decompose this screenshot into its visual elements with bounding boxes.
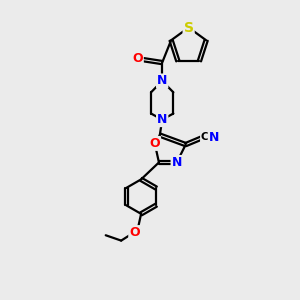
Text: O: O (129, 226, 140, 239)
Text: C: C (201, 132, 209, 142)
Text: O: O (149, 137, 160, 150)
Text: N: N (157, 113, 167, 126)
Text: N: N (157, 74, 167, 88)
Text: N: N (209, 131, 219, 144)
Text: N: N (172, 156, 182, 169)
Text: S: S (184, 20, 194, 34)
Text: O: O (132, 52, 143, 64)
